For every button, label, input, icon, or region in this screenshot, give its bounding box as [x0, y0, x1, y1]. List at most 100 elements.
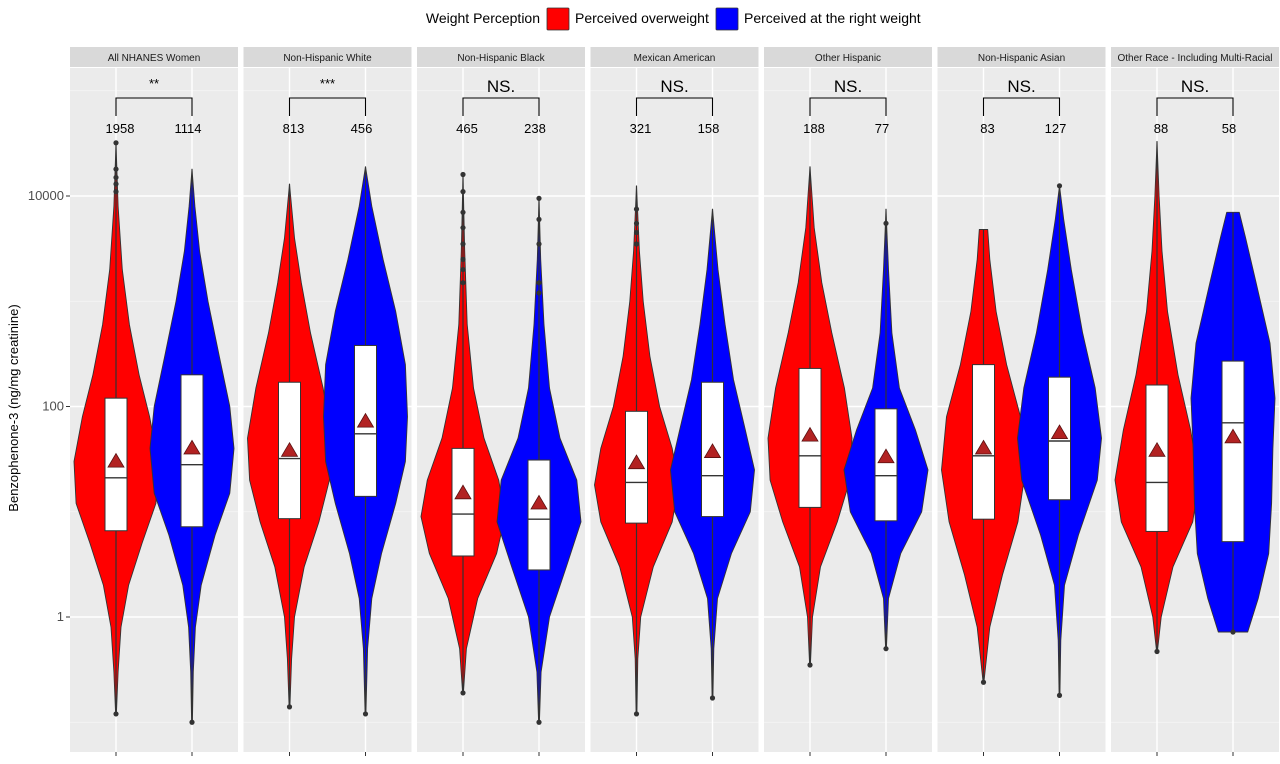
boxplot-box	[527, 459, 551, 571]
outlier-point	[709, 695, 716, 701]
outlier-point	[883, 646, 889, 652]
facet-strip-label: Non-Hispanic Black	[457, 53, 545, 64]
sample-size-label: 127	[1045, 121, 1067, 136]
facet-strip-label: Non-Hispanic Asian	[978, 53, 1065, 64]
outlier-point	[1230, 629, 1236, 635]
facet-strip	[764, 47, 932, 67]
mean-marker	[454, 484, 472, 500]
boxplot-box	[1221, 360, 1245, 543]
outlier-point	[460, 280, 466, 286]
mean-marker	[356, 412, 375, 428]
sample-size-label: 321	[630, 121, 652, 136]
y-axis-label: Benzophenone-3 (ng/mg creatinine)	[6, 304, 21, 511]
facet-panel: Non-Hispanic Asian NS. 83 127	[937, 47, 1106, 756]
mean-marker	[280, 441, 299, 457]
sample-size-label: 465	[456, 121, 478, 136]
y-tick-label: 1	[57, 609, 64, 624]
significance-bracket	[462, 97, 540, 116]
significance-label: NS.	[834, 77, 862, 96]
sample-size-label: 813	[283, 121, 305, 136]
outlier-point	[362, 711, 369, 717]
mean-marker	[107, 452, 125, 468]
outlier-point	[1154, 648, 1160, 655]
mean-marker	[801, 426, 819, 442]
sample-size-label: 1114	[175, 121, 202, 136]
mean-marker	[530, 494, 548, 510]
significance-label: NS.	[660, 77, 688, 96]
outlier-point	[536, 280, 542, 286]
facet-strip	[1111, 47, 1279, 67]
significance-bracket	[115, 97, 193, 116]
facet-panel: Non-Hispanic White *** 813 456	[243, 47, 412, 756]
significance-bracket	[635, 97, 714, 116]
outlier-point	[1056, 692, 1063, 698]
boxplot-box	[451, 447, 475, 557]
facet-strip	[243, 47, 412, 67]
outlier-point	[460, 241, 466, 247]
outlier-point	[460, 189, 466, 195]
outlier-point	[113, 711, 119, 717]
outlier-point	[460, 690, 466, 696]
facet-panels: All NHANES Women ** 1958 1114 Non-Hispanic W…	[70, 47, 1279, 756]
legend-swatch-overweight	[546, 7, 570, 31]
outlier-point	[460, 256, 466, 262]
legend-label-overweight: Perceived overweight	[575, 10, 709, 26]
facet-strip-label: All NHANES Women	[108, 53, 201, 64]
outlier-point	[633, 229, 640, 236]
outlier-point	[980, 679, 987, 685]
y-axis-ticks: 1 100 10000	[28, 188, 70, 624]
sample-size-label: 456	[351, 121, 373, 136]
sample-size-label: 158	[698, 121, 720, 136]
outlier-point	[113, 174, 119, 181]
mean-marker	[183, 439, 201, 455]
facet-panel: Non-Hispanic Black NS. 465 238	[417, 47, 585, 756]
outlier-point	[460, 266, 466, 273]
outlier-point	[536, 241, 542, 247]
significance-bracket	[1156, 97, 1234, 116]
facet-strip-label: Other Race - Including Multi-Racial	[1117, 53, 1272, 64]
sample-size-label: 83	[980, 121, 994, 136]
boxplot-box	[1145, 384, 1169, 532]
outlier-point	[536, 195, 542, 201]
outlier-point	[189, 719, 195, 725]
outlier-point	[807, 662, 813, 668]
sample-size-label: 188	[803, 121, 825, 136]
outlier-point	[883, 220, 889, 226]
significance-bracket	[809, 97, 887, 116]
mean-marker	[974, 439, 993, 455]
outlier-point	[633, 206, 640, 212]
outlier-point	[536, 719, 542, 725]
outlier-point	[460, 209, 466, 215]
significance-bracket	[288, 97, 367, 116]
sample-size-label: 58	[1222, 121, 1236, 136]
significance-label: NS.	[1181, 77, 1209, 96]
facet-strip	[590, 47, 759, 67]
outlier-point	[633, 241, 640, 247]
significance-bracket	[982, 97, 1061, 116]
outlier-point	[536, 216, 542, 222]
boxplot-box	[874, 408, 898, 522]
y-tick-label: 100	[42, 399, 64, 414]
legend-title: Weight Perception	[426, 10, 540, 26]
outlier-point	[113, 166, 119, 172]
legend-label-right-weight: Perceived at the right weight	[744, 10, 921, 26]
outlier-point	[633, 220, 640, 226]
sample-size-label: 88	[1154, 121, 1168, 136]
mean-marker	[1148, 441, 1166, 457]
mean-marker	[1050, 424, 1069, 440]
significance-label: **	[149, 76, 159, 91]
outlier-point	[460, 171, 466, 178]
legend-swatch-right-weight	[715, 7, 739, 31]
facet-strip	[937, 47, 1106, 67]
facet-strip-label: Mexican American	[634, 53, 716, 64]
sample-size-label: 238	[524, 121, 546, 136]
outlier-point	[113, 140, 119, 146]
y-tick-label: 10000	[28, 188, 64, 203]
outlier-point	[113, 181, 119, 187]
facet-strip	[70, 47, 238, 67]
panel-background	[417, 68, 585, 752]
mean-marker	[877, 448, 895, 464]
sample-size-label: 77	[875, 121, 889, 136]
outlier-point	[633, 711, 640, 717]
